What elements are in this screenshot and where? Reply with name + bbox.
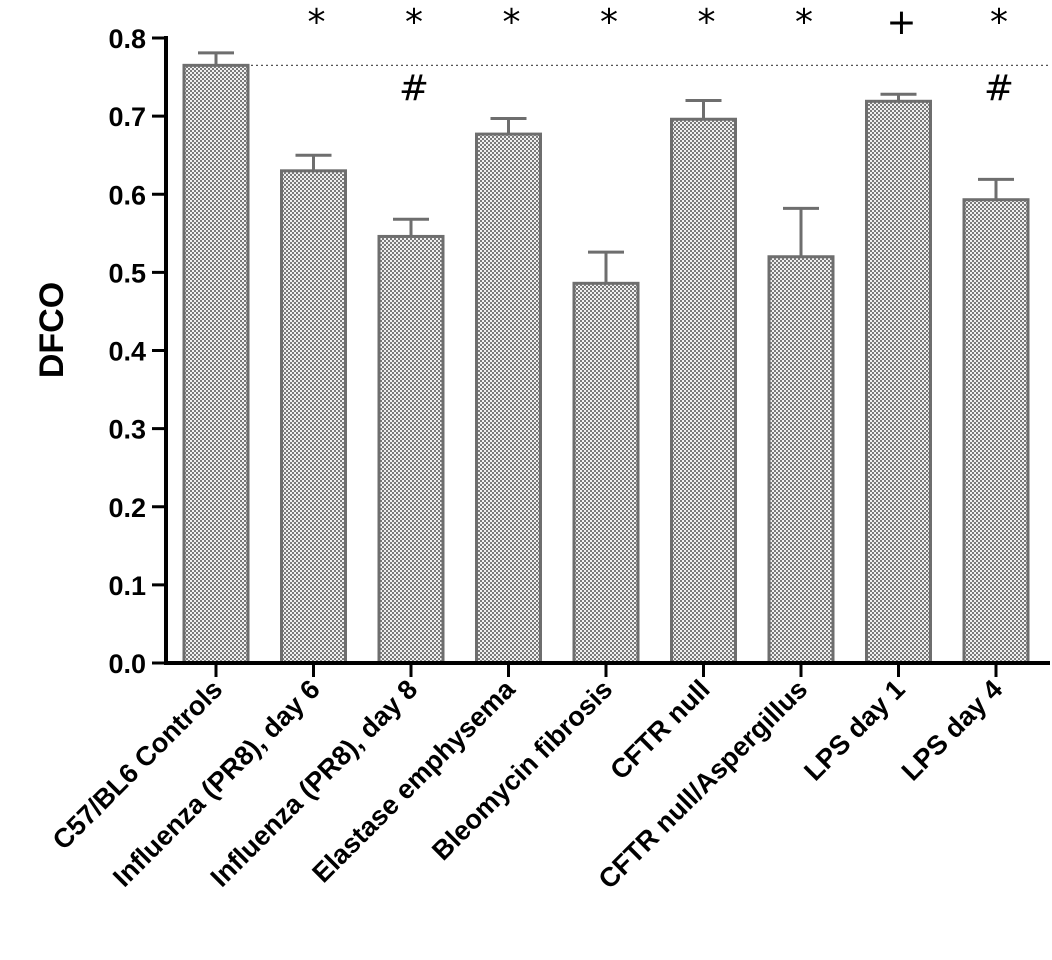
bar-3 bbox=[475, 132, 542, 665]
y-tick-label-2: 0.2 bbox=[108, 493, 146, 523]
y-axis-title: DFCO bbox=[33, 282, 71, 378]
y-tick-label-4: 0.4 bbox=[108, 337, 146, 367]
y-tick-label-5: 0.5 bbox=[108, 258, 146, 288]
bar-1 bbox=[280, 169, 347, 665]
y-tick-label-3: 0.3 bbox=[108, 415, 146, 445]
x-tick-label-8: LPS day 4 bbox=[896, 674, 1008, 786]
significance-mark-top-2: * bbox=[405, 2, 423, 43]
significance-mark-top-7: + bbox=[886, 2, 916, 43]
bar-0 bbox=[182, 63, 250, 665]
bar-5 bbox=[670, 117, 737, 665]
y-tick-label-0: 0.0 bbox=[108, 649, 146, 679]
significance-mark-second-8: # bbox=[984, 68, 1014, 109]
y-tick-label-6: 0.6 bbox=[108, 180, 146, 210]
y-tick-label-7: 0.7 bbox=[108, 102, 146, 132]
x-tick-label-0: C57/BL6 Controls bbox=[47, 674, 228, 855]
x-tick-label-7: LPS day 1 bbox=[798, 674, 910, 786]
bar-6 bbox=[767, 255, 835, 665]
significance-mark-top-3: * bbox=[503, 2, 521, 43]
significance-mark-second-2: # bbox=[399, 68, 429, 109]
bar-4 bbox=[572, 281, 640, 665]
significance-mark-top-4: * bbox=[600, 2, 618, 43]
x-tick-label-4: Bleomycin fibrosis bbox=[426, 674, 618, 866]
y-tick-label-1: 0.1 bbox=[108, 571, 146, 601]
significance-mark-top-8: * bbox=[990, 2, 1008, 43]
bar-2 bbox=[377, 234, 445, 665]
bar-8 bbox=[962, 198, 1030, 665]
bar-7 bbox=[865, 99, 932, 665]
significance-mark-top-5: * bbox=[698, 2, 716, 43]
y-tick-label-8: 0.8 bbox=[108, 24, 146, 54]
significance-mark-top-6: * bbox=[795, 2, 813, 43]
significance-mark-top-1: * bbox=[308, 2, 326, 43]
